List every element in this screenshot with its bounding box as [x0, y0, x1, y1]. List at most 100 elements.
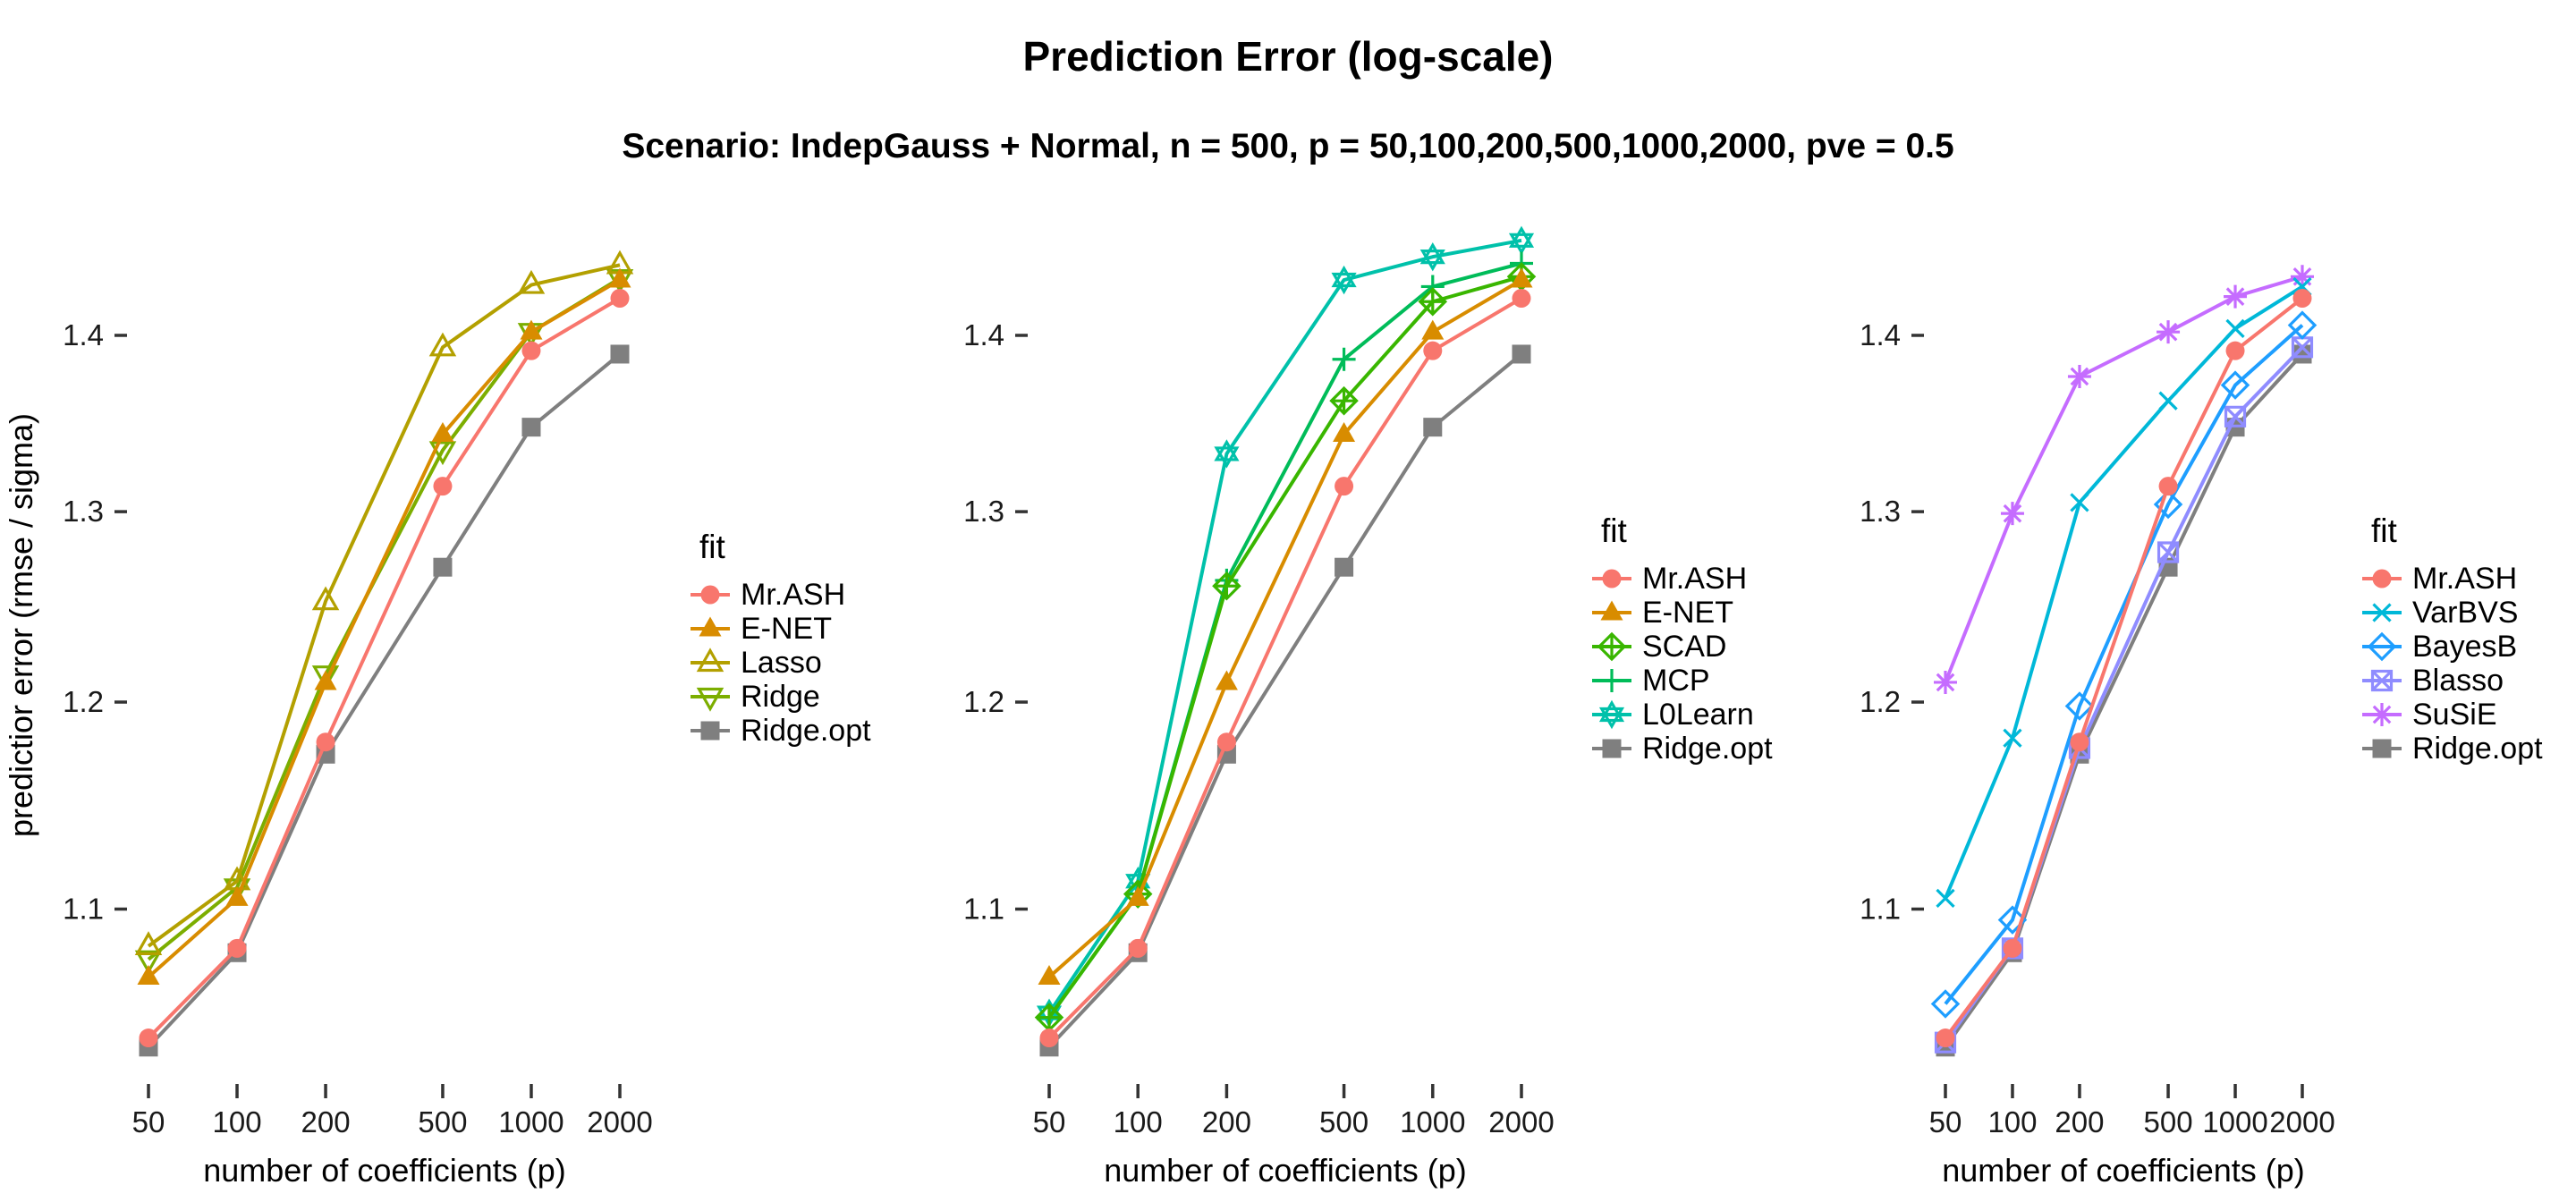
marker	[1936, 888, 1955, 909]
y-tick-label: 1.1	[1860, 892, 1901, 925]
marker	[137, 965, 160, 986]
x-tick-label: 50	[1033, 1105, 1066, 1139]
x-tick-label: 100	[1114, 1105, 1163, 1139]
marker	[2367, 631, 2397, 662]
marker	[2291, 265, 2314, 289]
legend-key-circle-filled-icon	[2362, 569, 2402, 588]
marker	[311, 665, 340, 690]
marker	[2064, 691, 2095, 721]
marker	[1331, 265, 1357, 295]
marker	[1508, 225, 1535, 256]
marker	[2372, 569, 2392, 588]
legend-label: Mr.ASH	[2412, 561, 2518, 596]
marker	[1332, 347, 1356, 371]
x-tick-label: 200	[1202, 1105, 1251, 1139]
series-line-MCP	[1047, 261, 1522, 1019]
marker	[696, 648, 724, 673]
marker	[1039, 1028, 1059, 1048]
series-line-BayesB	[1944, 324, 2304, 1005]
marker	[1600, 669, 1623, 692]
legend-item-Ridge.opt: Ridge.opt	[1590, 732, 1773, 766]
marker	[1598, 699, 1625, 730]
x-tick-label: 2000	[1488, 1105, 1554, 1139]
marker	[517, 269, 546, 294]
marker	[2225, 318, 2245, 339]
marker	[2224, 405, 2247, 427]
legend-item-E-NET: E-NET	[689, 612, 871, 646]
legend-item-VarBVS: VarBVS	[2360, 596, 2543, 630]
legend-label: SCAD	[1642, 629, 1727, 664]
legend-label: L0Learn	[1642, 697, 1754, 732]
marker	[431, 422, 454, 443]
series-line-Mr.ASH	[147, 296, 622, 1039]
legend-key-triangle-down-open-icon	[691, 687, 730, 712]
marker	[2372, 603, 2392, 622]
marker	[2220, 370, 2250, 400]
marker	[1418, 286, 1448, 317]
x-tick-label: 200	[2055, 1105, 2104, 1139]
legend-title: fit	[1601, 512, 1627, 549]
series-line-Lasso	[147, 263, 621, 948]
legend-title: fit	[2371, 512, 2397, 549]
legend-key-triangle-open-icon	[691, 648, 730, 673]
panel-3: 1.1 1.2 1.3 1.4 50 100 200 500 1000 2000	[1860, 265, 2335, 1139]
legend-label: Lasso	[741, 645, 822, 680]
legend-label: E-NET	[741, 611, 832, 646]
marker	[311, 586, 340, 611]
marker	[2292, 344, 2312, 364]
y-tick-label: 1.1	[963, 892, 1004, 925]
marker	[2292, 289, 2312, 309]
legend-item-Mr.ASH: Mr.ASH	[2360, 562, 2543, 596]
x-tick-label: 2000	[587, 1105, 652, 1139]
legend-item-Mr.ASH: Mr.ASH	[1590, 562, 1773, 596]
y-tick-label: 1.3	[1860, 495, 1901, 528]
marker	[2158, 477, 2178, 496]
marker	[2000, 502, 2024, 526]
marker	[2158, 391, 2178, 411]
marker	[433, 557, 453, 577]
marker	[610, 344, 630, 364]
legend-panel-1: fit Mr.ASH E-NET Lasso Ridge Ridge.opt	[689, 528, 871, 748]
legend-key-star6-icon	[1592, 699, 1631, 730]
marker	[2070, 732, 2089, 752]
y-axis-title: predictior error (rmse / sigma)	[3, 412, 39, 838]
panel-2: 1.1 1.2 1.3 1.4 50 100 200 500 1000 2000	[963, 225, 1555, 1139]
legend-label: MCP	[1642, 663, 1710, 698]
series-line-E-NET	[147, 278, 622, 979]
marker	[2003, 728, 2022, 748]
marker	[1423, 418, 1443, 437]
x-axis-title-panel-1: number of coefficients (p)	[203, 1152, 566, 1189]
marker	[1512, 289, 1531, 309]
legend-key-plus-icon	[1592, 669, 1631, 692]
legend-item-BayesB: BayesB	[2360, 630, 2543, 664]
x-tick-label: 1000	[1400, 1105, 1465, 1139]
legend-item-E-NET: E-NET	[1590, 596, 1773, 630]
marker	[1126, 885, 1149, 906]
marker	[2070, 493, 2089, 512]
legend-panel-2: fit Mr.ASH E-NET SCAD MCP L0Learn Ridge.opt	[1590, 512, 1773, 766]
legend-label: Ridge	[741, 679, 820, 714]
legend-key-triangle-filled-icon	[1592, 600, 1631, 621]
marker	[1421, 319, 1445, 340]
marker	[314, 670, 337, 690]
marker	[1936, 1028, 1955, 1048]
marker	[1602, 569, 1622, 588]
x-tick-label: 500	[418, 1105, 467, 1139]
y-tick-label: 1.3	[63, 495, 104, 528]
marker	[1997, 905, 2028, 935]
series-line-Ridge.opt	[147, 352, 622, 1049]
marker	[2003, 938, 2022, 958]
marker	[2225, 341, 2245, 360]
legend-item-Ridge.opt: Ridge.opt	[689, 714, 871, 748]
marker	[2287, 310, 2318, 340]
marker	[134, 950, 163, 975]
marker	[139, 1028, 158, 1048]
legend-title: fit	[699, 529, 725, 565]
marker	[433, 477, 453, 496]
legend-key-square-filled-icon	[2362, 739, 2402, 758]
legend-item-Lasso: Lasso	[689, 646, 871, 680]
legend-item-MCP: MCP	[1590, 664, 1773, 698]
legend-key-square-filled-icon	[691, 721, 730, 741]
marker	[1215, 670, 1238, 690]
marker	[520, 319, 543, 340]
